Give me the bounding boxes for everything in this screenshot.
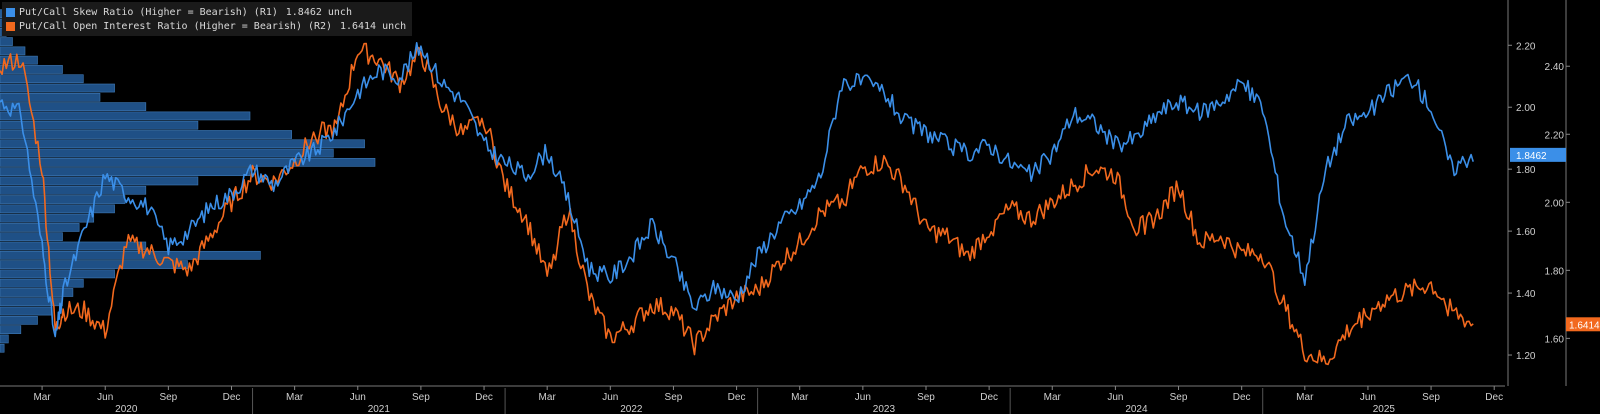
r1-tick-label: 1.60 xyxy=(1516,227,1536,238)
histogram-bar xyxy=(0,343,5,353)
axes: 1.20 1.40 1.60 1.80 2.00 2.20 1.60 1.80 2.00 2.20… xyxy=(33,41,1600,414)
histogram-bar xyxy=(0,139,365,149)
r1-tick-label: 2.20 xyxy=(1516,41,1536,52)
legend-item-oi[interactable]: Put/Call Open Interest Ratio (Higher = B… xyxy=(6,19,406,33)
x-month-label: Jun xyxy=(97,392,113,403)
legend-change-skew: unch xyxy=(327,6,352,18)
histogram-bar xyxy=(0,213,95,223)
histogram-bar xyxy=(0,278,84,288)
histogram-bar xyxy=(0,269,115,279)
r1-current-value-text: 1.8462 xyxy=(1516,151,1547,162)
series-line-skew xyxy=(0,42,1474,338)
x-month-label: Dec xyxy=(223,392,241,403)
histogram-bar xyxy=(0,334,9,344)
histogram-bar xyxy=(0,176,199,186)
x-month-label: Jun xyxy=(1107,392,1123,403)
r2-tick-label: 2.00 xyxy=(1545,198,1565,209)
r2-tick-label: 2.20 xyxy=(1545,130,1565,141)
histogram-bar xyxy=(0,83,115,93)
x-month-label: Sep xyxy=(1170,392,1188,403)
x-month-label: Dec xyxy=(728,392,746,403)
histogram-bar xyxy=(0,102,147,111)
x-month-label: Sep xyxy=(1422,392,1440,403)
histogram-bar xyxy=(0,130,292,139)
x-month-label: Dec xyxy=(980,392,998,403)
x-year-label: 2021 xyxy=(368,404,391,414)
x-month-label: Jun xyxy=(350,392,366,403)
legend-label-oi: Put/Call Open Interest Ratio (Higher = B… xyxy=(19,20,333,32)
legend-label-skew: Put/Call Skew Ratio (Higher = Bearish) (… xyxy=(19,6,278,18)
x-month-label: Sep xyxy=(412,392,430,403)
x-month-label: Jun xyxy=(855,392,871,403)
x-month-label: Sep xyxy=(917,392,935,403)
x-month-label: Dec xyxy=(1233,392,1251,403)
x-month-label: Dec xyxy=(475,392,493,403)
x-year-label: 2023 xyxy=(873,404,896,414)
legend-swatch-skew xyxy=(6,7,15,17)
x-year-label: 2025 xyxy=(1373,404,1396,414)
legend-change-oi: unch xyxy=(382,20,407,32)
x-month-label: Mar xyxy=(791,392,809,403)
legend-swatch-oi xyxy=(6,21,15,31)
x-month-label: Mar xyxy=(1044,392,1062,403)
r1-tick-label: 1.40 xyxy=(1516,289,1536,300)
histogram-bar xyxy=(0,232,63,242)
r2-tick-label: 1.60 xyxy=(1545,334,1565,345)
histogram-bar xyxy=(0,204,115,214)
legend-item-skew[interactable]: Put/Call Skew Ratio (Higher = Bearish) (… xyxy=(6,5,406,19)
x-month-label: Mar xyxy=(1296,392,1314,403)
legend-value-skew: 1.8462 xyxy=(285,6,322,18)
histogram-bar xyxy=(0,158,376,167)
histogram-bar xyxy=(0,288,74,297)
histogram-bar xyxy=(0,65,63,74)
histogram-bar xyxy=(0,148,334,158)
histogram-bar xyxy=(0,111,251,121)
histogram-bar xyxy=(0,325,22,334)
histogram-bar xyxy=(0,306,53,316)
histogram-bar xyxy=(0,37,13,46)
x-month-label: Sep xyxy=(665,392,683,403)
x-month-label: Mar xyxy=(33,392,51,403)
x-year-label: 2020 xyxy=(115,404,138,414)
r1-tick-label: 1.80 xyxy=(1516,165,1536,176)
r2-current-value-text: 1.6414 xyxy=(1569,320,1600,331)
x-month-label: Jun xyxy=(602,392,618,403)
r1-tick-label: 2.00 xyxy=(1516,103,1536,114)
x-year-label: 2024 xyxy=(1125,404,1148,414)
x-month-label: Mar xyxy=(286,392,304,403)
x-month-label: Dec xyxy=(1485,392,1503,403)
x-year-label: 2022 xyxy=(620,404,643,414)
r2-current-value-tag xyxy=(1566,317,1600,332)
histogram-bar xyxy=(0,250,261,260)
x-month-label: Sep xyxy=(159,392,177,403)
histogram-bar xyxy=(0,120,199,130)
legend-value-oi: 1.6414 xyxy=(339,20,377,32)
histogram-bar xyxy=(0,92,101,102)
histogram-bar xyxy=(0,195,126,204)
chart-lines xyxy=(0,42,1474,366)
x-month-label: Jun xyxy=(1360,392,1376,403)
histogram-bar xyxy=(0,241,147,251)
histogram-bar xyxy=(0,167,251,177)
histogram-bar xyxy=(0,74,84,84)
x-month-label: Mar xyxy=(539,392,557,403)
histogram-bar xyxy=(0,185,147,195)
r2-tick-label: 1.80 xyxy=(1545,266,1565,277)
histogram-bar xyxy=(0,46,26,56)
r2-tick-label: 2.40 xyxy=(1545,62,1565,73)
histogram-bar xyxy=(0,316,38,325)
r1-current-value-tag xyxy=(1510,147,1566,162)
distribution-histogram xyxy=(0,9,376,353)
r1-tick-label: 1.20 xyxy=(1516,351,1536,362)
legend: Put/Call Skew Ratio (Higher = Bearish) (… xyxy=(2,2,413,36)
histogram-bar xyxy=(0,260,188,269)
